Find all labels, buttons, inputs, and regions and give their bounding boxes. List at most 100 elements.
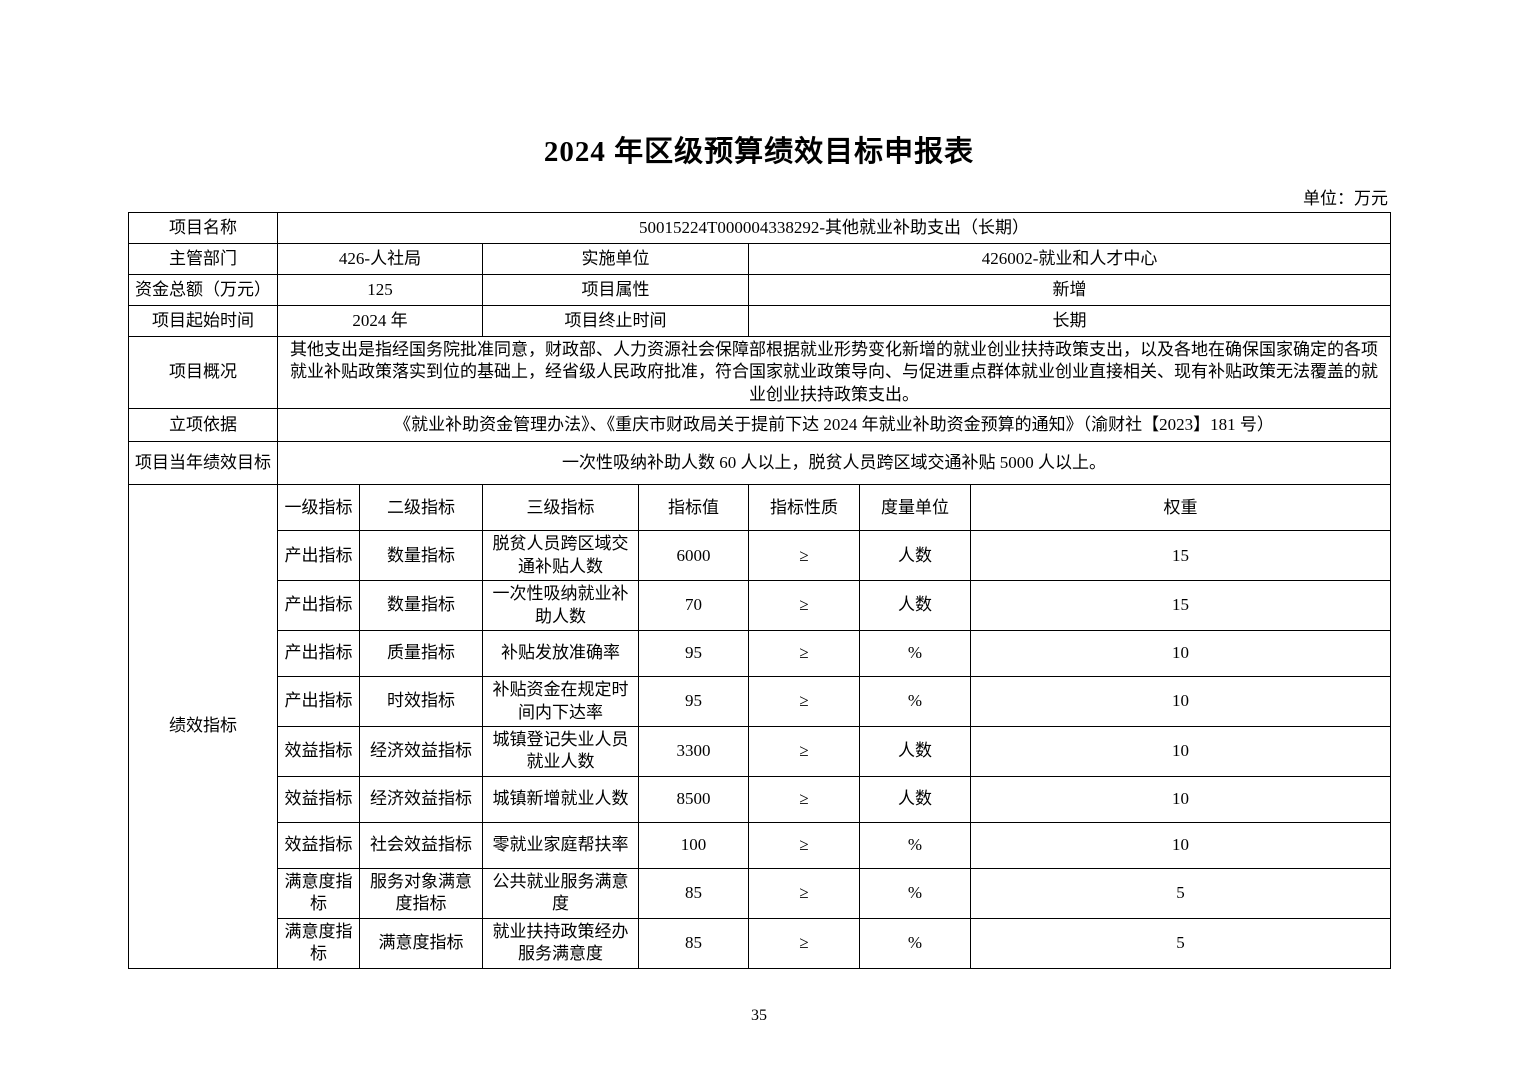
cell-nature: ≥	[748, 676, 860, 727]
end-date-value: 长期	[747, 305, 1392, 337]
end-date-label: 项目终止时间	[482, 305, 749, 337]
impl-unit-label: 实施单位	[482, 243, 749, 275]
cell-weight: 15	[969, 580, 1392, 632]
cell-unit: 人数	[859, 775, 971, 823]
annual-goal-label: 项目当年绩效目标	[128, 441, 278, 486]
cell-level1: 满意度指标	[277, 917, 360, 969]
cell-unit: 人数	[859, 580, 971, 632]
cell-level3: 零就业家庭帮扶率	[482, 821, 639, 869]
cell-value: 85	[638, 917, 749, 969]
cell-level1: 产出指标	[277, 630, 360, 678]
page-number: 35	[751, 1006, 767, 1024]
cell-level2: 时效指标	[359, 676, 483, 727]
header-weight: 权重	[969, 484, 1392, 532]
cell-unit: %	[859, 821, 971, 869]
cell-unit: %	[859, 630, 971, 678]
cell-value: 95	[638, 676, 749, 727]
header-unit: 度量单位	[859, 484, 971, 532]
overview-label: 项目概况	[128, 335, 278, 410]
cell-level2: 社会效益指标	[359, 821, 483, 869]
cell-weight: 5	[969, 867, 1392, 919]
row-department: 主管部门 426-人社局 实施单位 426002-就业和人才中心	[128, 243, 1392, 275]
cell-level3: 城镇新增就业人数	[482, 775, 639, 823]
project-name-value: 50015224T000004338292-其他就业补助支出（长期）	[276, 212, 1392, 244]
page-title: 2024 年区级预算绩效目标申报表	[543, 136, 975, 168]
annual-goal-value: 一次性吸纳补助人数 60 人以上，脱贫人员跨区域交通补贴 5000 人以上。	[276, 441, 1392, 486]
cell-level2: 数量指标	[359, 530, 483, 582]
row-overview: 项目概况 其他支出是指经国务院批准同意，财政部、人力资源社会保障部根据就业形势变…	[128, 335, 1392, 410]
indicator-row: 产出指标 数量指标 脱贫人员跨区域交通补贴人数 6000 ≥ 人数 15	[129, 530, 1392, 582]
header-nature: 指标性质	[748, 484, 860, 532]
header-level2: 二级指标	[359, 484, 483, 532]
cell-nature: ≥	[748, 917, 860, 969]
cell-level2: 满意度指标	[359, 917, 483, 969]
cell-value: 70	[638, 580, 749, 632]
cell-weight: 10	[969, 676, 1392, 727]
indicator-header-row: 绩效指标 一级指标 二级指标 三级指标 指标值 指标性质 度量单位 权重	[128, 484, 1392, 969]
cell-level2: 经济效益指标	[359, 775, 483, 823]
cell-level2: 数量指标	[359, 580, 483, 632]
basis-value: 《就业补助资金管理办法》、《重庆市财政局关于提前下达 2024 年就业补助资金预…	[276, 408, 1392, 443]
cell-level1: 效益指标	[277, 725, 360, 777]
cell-level3: 补贴发放准确率	[482, 630, 639, 678]
cell-value: 3300	[638, 725, 749, 777]
cell-nature: ≥	[748, 580, 860, 632]
row-basis: 立项依据 《就业补助资金管理办法》、《重庆市财政局关于提前下达 2024 年就业…	[128, 408, 1392, 443]
cell-level3: 补贴资金在规定时间内下达率	[482, 676, 639, 727]
cell-unit: %	[859, 917, 971, 969]
cell-nature: ≥	[748, 630, 860, 678]
cell-value: 95	[638, 630, 749, 678]
indicator-row: 产出指标 质量指标 补贴发放准确率 95 ≥ % 10	[129, 630, 1392, 678]
indicator-row: 满意度指标 满意度指标 就业扶持政策经办服务满意度 85 ≥ % 5	[129, 917, 1392, 969]
cell-level3: 一次性吸纳就业补助人数	[482, 580, 639, 632]
cell-nature: ≥	[748, 821, 860, 869]
header-level1: 一级指标	[277, 484, 360, 532]
project-name-label: 项目名称	[128, 212, 278, 244]
cell-value: 85	[638, 867, 749, 919]
cell-weight: 10	[969, 775, 1392, 823]
dept-value: 426-人社局	[277, 243, 483, 275]
cell-level1: 满意度指标	[277, 867, 360, 919]
cell-level2: 质量指标	[359, 630, 483, 678]
cell-level3: 脱贫人员跨区域交通补贴人数	[482, 530, 639, 582]
unit-note: 单位：万元	[1303, 189, 1388, 208]
cell-value: 100	[638, 821, 749, 869]
row-dates: 项目起始时间 2024 年 项目终止时间 长期	[128, 305, 1392, 337]
cell-level1: 产出指标	[277, 530, 360, 582]
cell-level3: 公共就业服务满意度	[482, 867, 639, 919]
cell-nature: ≥	[748, 725, 860, 777]
fund-label: 资金总额（万元）	[128, 274, 278, 306]
indicator-row: 产出指标 数量指标 一次性吸纳就业补助人数 70 ≥ 人数 15	[129, 580, 1392, 632]
cell-weight: 10	[969, 821, 1392, 869]
fund-value: 125	[277, 274, 483, 306]
cell-weight: 15	[969, 530, 1392, 582]
start-date-label: 项目起始时间	[128, 305, 278, 337]
cell-weight: 10	[969, 630, 1392, 678]
cell-value: 6000	[638, 530, 749, 582]
indicator-row: 效益指标 经济效益指标 城镇新增就业人数 8500 ≥ 人数 10	[129, 775, 1392, 823]
dept-label: 主管部门	[128, 243, 278, 275]
attr-value: 新增	[747, 274, 1392, 306]
row-project-name: 项目名称 50015224T000004338292-其他就业补助支出（长期）	[128, 212, 1392, 244]
cell-level1: 效益指标	[277, 821, 360, 869]
cell-unit: %	[859, 676, 971, 727]
row-fund: 资金总额（万元） 125 项目属性 新增	[128, 274, 1392, 306]
cell-weight: 10	[969, 725, 1392, 777]
cell-nature: ≥	[748, 530, 860, 582]
indicator-row: 满意度指标 服务对象满意度指标 公共就业服务满意度 85 ≥ % 5	[129, 867, 1392, 919]
indicator-section-label: 绩效指标	[128, 484, 278, 969]
cell-level3: 就业扶持政策经办服务满意度	[482, 917, 639, 969]
cell-level1: 产出指标	[277, 676, 360, 727]
cell-unit: %	[859, 867, 971, 919]
header-value: 指标值	[638, 484, 749, 532]
cell-value: 8500	[638, 775, 749, 823]
impl-unit-value: 426002-就业和人才中心	[747, 243, 1392, 275]
header-level3: 三级指标	[482, 484, 639, 532]
cell-level3: 城镇登记失业人员就业人数	[482, 725, 639, 777]
cell-unit: 人数	[859, 725, 971, 777]
start-date-value: 2024 年	[277, 305, 483, 337]
document-page: 2024 年区级预算绩效目标申报表 单位：万元 项目名称 50015224T00…	[128, 0, 1392, 1025]
indicator-row: 产出指标 时效指标 补贴资金在规定时间内下达率 95 ≥ % 10	[129, 676, 1392, 727]
cell-nature: ≥	[748, 867, 860, 919]
indicator-row: 效益指标 经济效益指标 城镇登记失业人员就业人数 3300 ≥ 人数 10	[129, 725, 1392, 777]
